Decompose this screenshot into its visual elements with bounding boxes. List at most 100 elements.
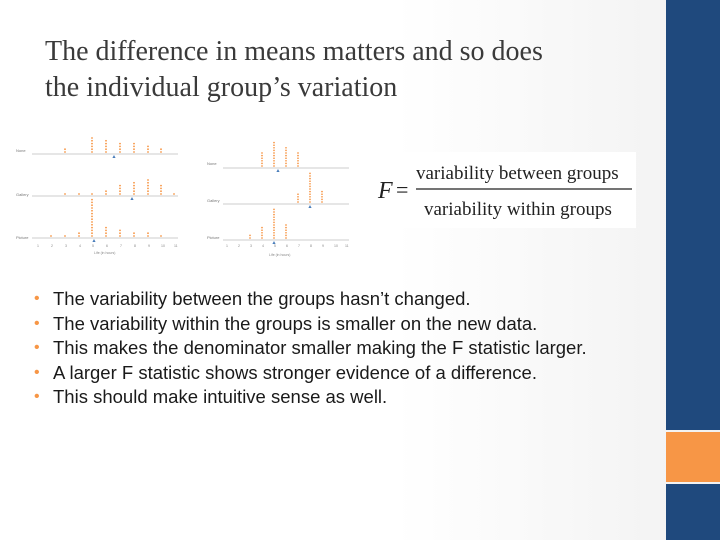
formula-numerator: variability between groups — [416, 163, 619, 184]
data-dot — [309, 177, 311, 180]
mean-marker-icon — [272, 241, 276, 244]
data-dot — [321, 190, 323, 193]
data-dot — [119, 229, 121, 232]
data-dot — [105, 145, 107, 148]
data-dot — [261, 162, 263, 165]
data-dot — [309, 172, 311, 175]
data-dot — [133, 190, 135, 193]
data-dot — [297, 157, 299, 160]
mean-marker-icon — [276, 169, 280, 172]
tick-label: 6 — [106, 244, 108, 248]
data-dot — [91, 139, 93, 142]
tick-labels: 1 2 3 4 5 6 7 8 9 10 11 — [37, 244, 178, 248]
data-dot — [147, 193, 149, 195]
data-dot — [119, 184, 121, 187]
tick-label: 2 — [238, 244, 240, 248]
side-accent-band-bottom — [666, 484, 720, 540]
data-dot — [133, 151, 135, 153]
data-dot — [273, 211, 275, 213]
data-dot — [273, 162, 275, 165]
data-dot — [285, 159, 287, 162]
data-dot — [285, 146, 287, 149]
mean-marker-icon — [130, 197, 134, 200]
formula-equals: = — [396, 177, 408, 202]
tick-label: 3 — [250, 244, 252, 248]
tick-label: 7 — [120, 244, 122, 248]
data-dot — [321, 195, 323, 198]
data-dot — [78, 235, 80, 237]
tick-label: 4 — [262, 244, 264, 248]
tick-label: 8 — [310, 244, 312, 248]
side-accent-band-top — [666, 0, 720, 430]
bullet-text: This makes the denominator smaller makin… — [53, 337, 587, 358]
data-dot — [105, 139, 107, 142]
data-dot — [105, 193, 107, 195]
tick-label: 11 — [345, 244, 349, 248]
data-dot — [309, 188, 311, 190]
tick-label: 2 — [51, 244, 53, 248]
data-dot — [119, 193, 121, 195]
data-dot — [321, 201, 323, 203]
data-dot — [147, 145, 149, 148]
data-dot — [91, 209, 93, 212]
dots-group — [50, 137, 175, 242]
data-dot — [297, 195, 299, 198]
data-dot — [91, 198, 93, 201]
data-dot — [91, 221, 93, 223]
bullet-item: • A larger F statistic shows stronger evi… — [34, 361, 659, 386]
row-label-picture: Picture — [207, 235, 220, 240]
data-dot — [160, 151, 162, 153]
data-dot — [91, 212, 93, 215]
data-dot — [119, 235, 121, 237]
side-accent-band-middle — [666, 432, 720, 482]
data-dot — [297, 193, 299, 196]
data-dot — [273, 141, 275, 144]
data-dot — [273, 229, 275, 232]
data-dot — [285, 234, 287, 237]
data-dot — [160, 193, 162, 195]
row-label-none: None — [16, 148, 26, 153]
data-dot — [297, 162, 299, 165]
data-dot — [285, 152, 287, 154]
data-dot — [309, 198, 311, 201]
data-dot — [309, 201, 311, 203]
data-dot — [64, 235, 66, 237]
data-dot — [309, 193, 311, 196]
data-dot — [91, 223, 93, 226]
data-dot — [64, 193, 66, 195]
data-dot — [285, 162, 287, 165]
bullet-dot-icon: • — [34, 314, 40, 332]
bullet-list: • The variability between the groups hasn… — [34, 287, 659, 410]
data-dot — [91, 235, 93, 237]
tick-label: 6 — [286, 244, 288, 248]
data-dot — [297, 201, 299, 203]
mean-marker-icon — [308, 205, 312, 208]
data-dot — [273, 146, 275, 149]
mean-marker-icon — [92, 239, 96, 242]
data-dot — [273, 237, 275, 239]
data-dot — [119, 145, 121, 148]
data-dot — [321, 198, 323, 201]
data-dot — [285, 165, 287, 167]
data-dot — [297, 152, 299, 154]
data-dot — [273, 216, 275, 219]
data-dot — [297, 165, 299, 167]
data-dot — [297, 154, 299, 157]
tick-label: 5 — [92, 244, 94, 248]
data-dot — [91, 137, 93, 139]
data-dot — [249, 237, 251, 239]
data-dot — [261, 152, 263, 154]
data-dot — [273, 159, 275, 162]
bullet-item: • This should make intuitive sense as wel… — [34, 385, 659, 410]
f-statistic-formula: F = variability between groups variabili… — [374, 152, 636, 228]
data-dot — [133, 181, 135, 184]
data-dot — [147, 151, 149, 153]
data-dot — [285, 229, 287, 232]
data-dot — [133, 184, 135, 187]
tick-label: 5 — [274, 244, 276, 248]
tick-label: 9 — [322, 244, 324, 248]
data-dot — [309, 190, 311, 193]
data-dot — [261, 231, 263, 234]
bullet-text: The variability between the groups hasn’… — [53, 288, 471, 309]
data-dot — [147, 181, 149, 184]
